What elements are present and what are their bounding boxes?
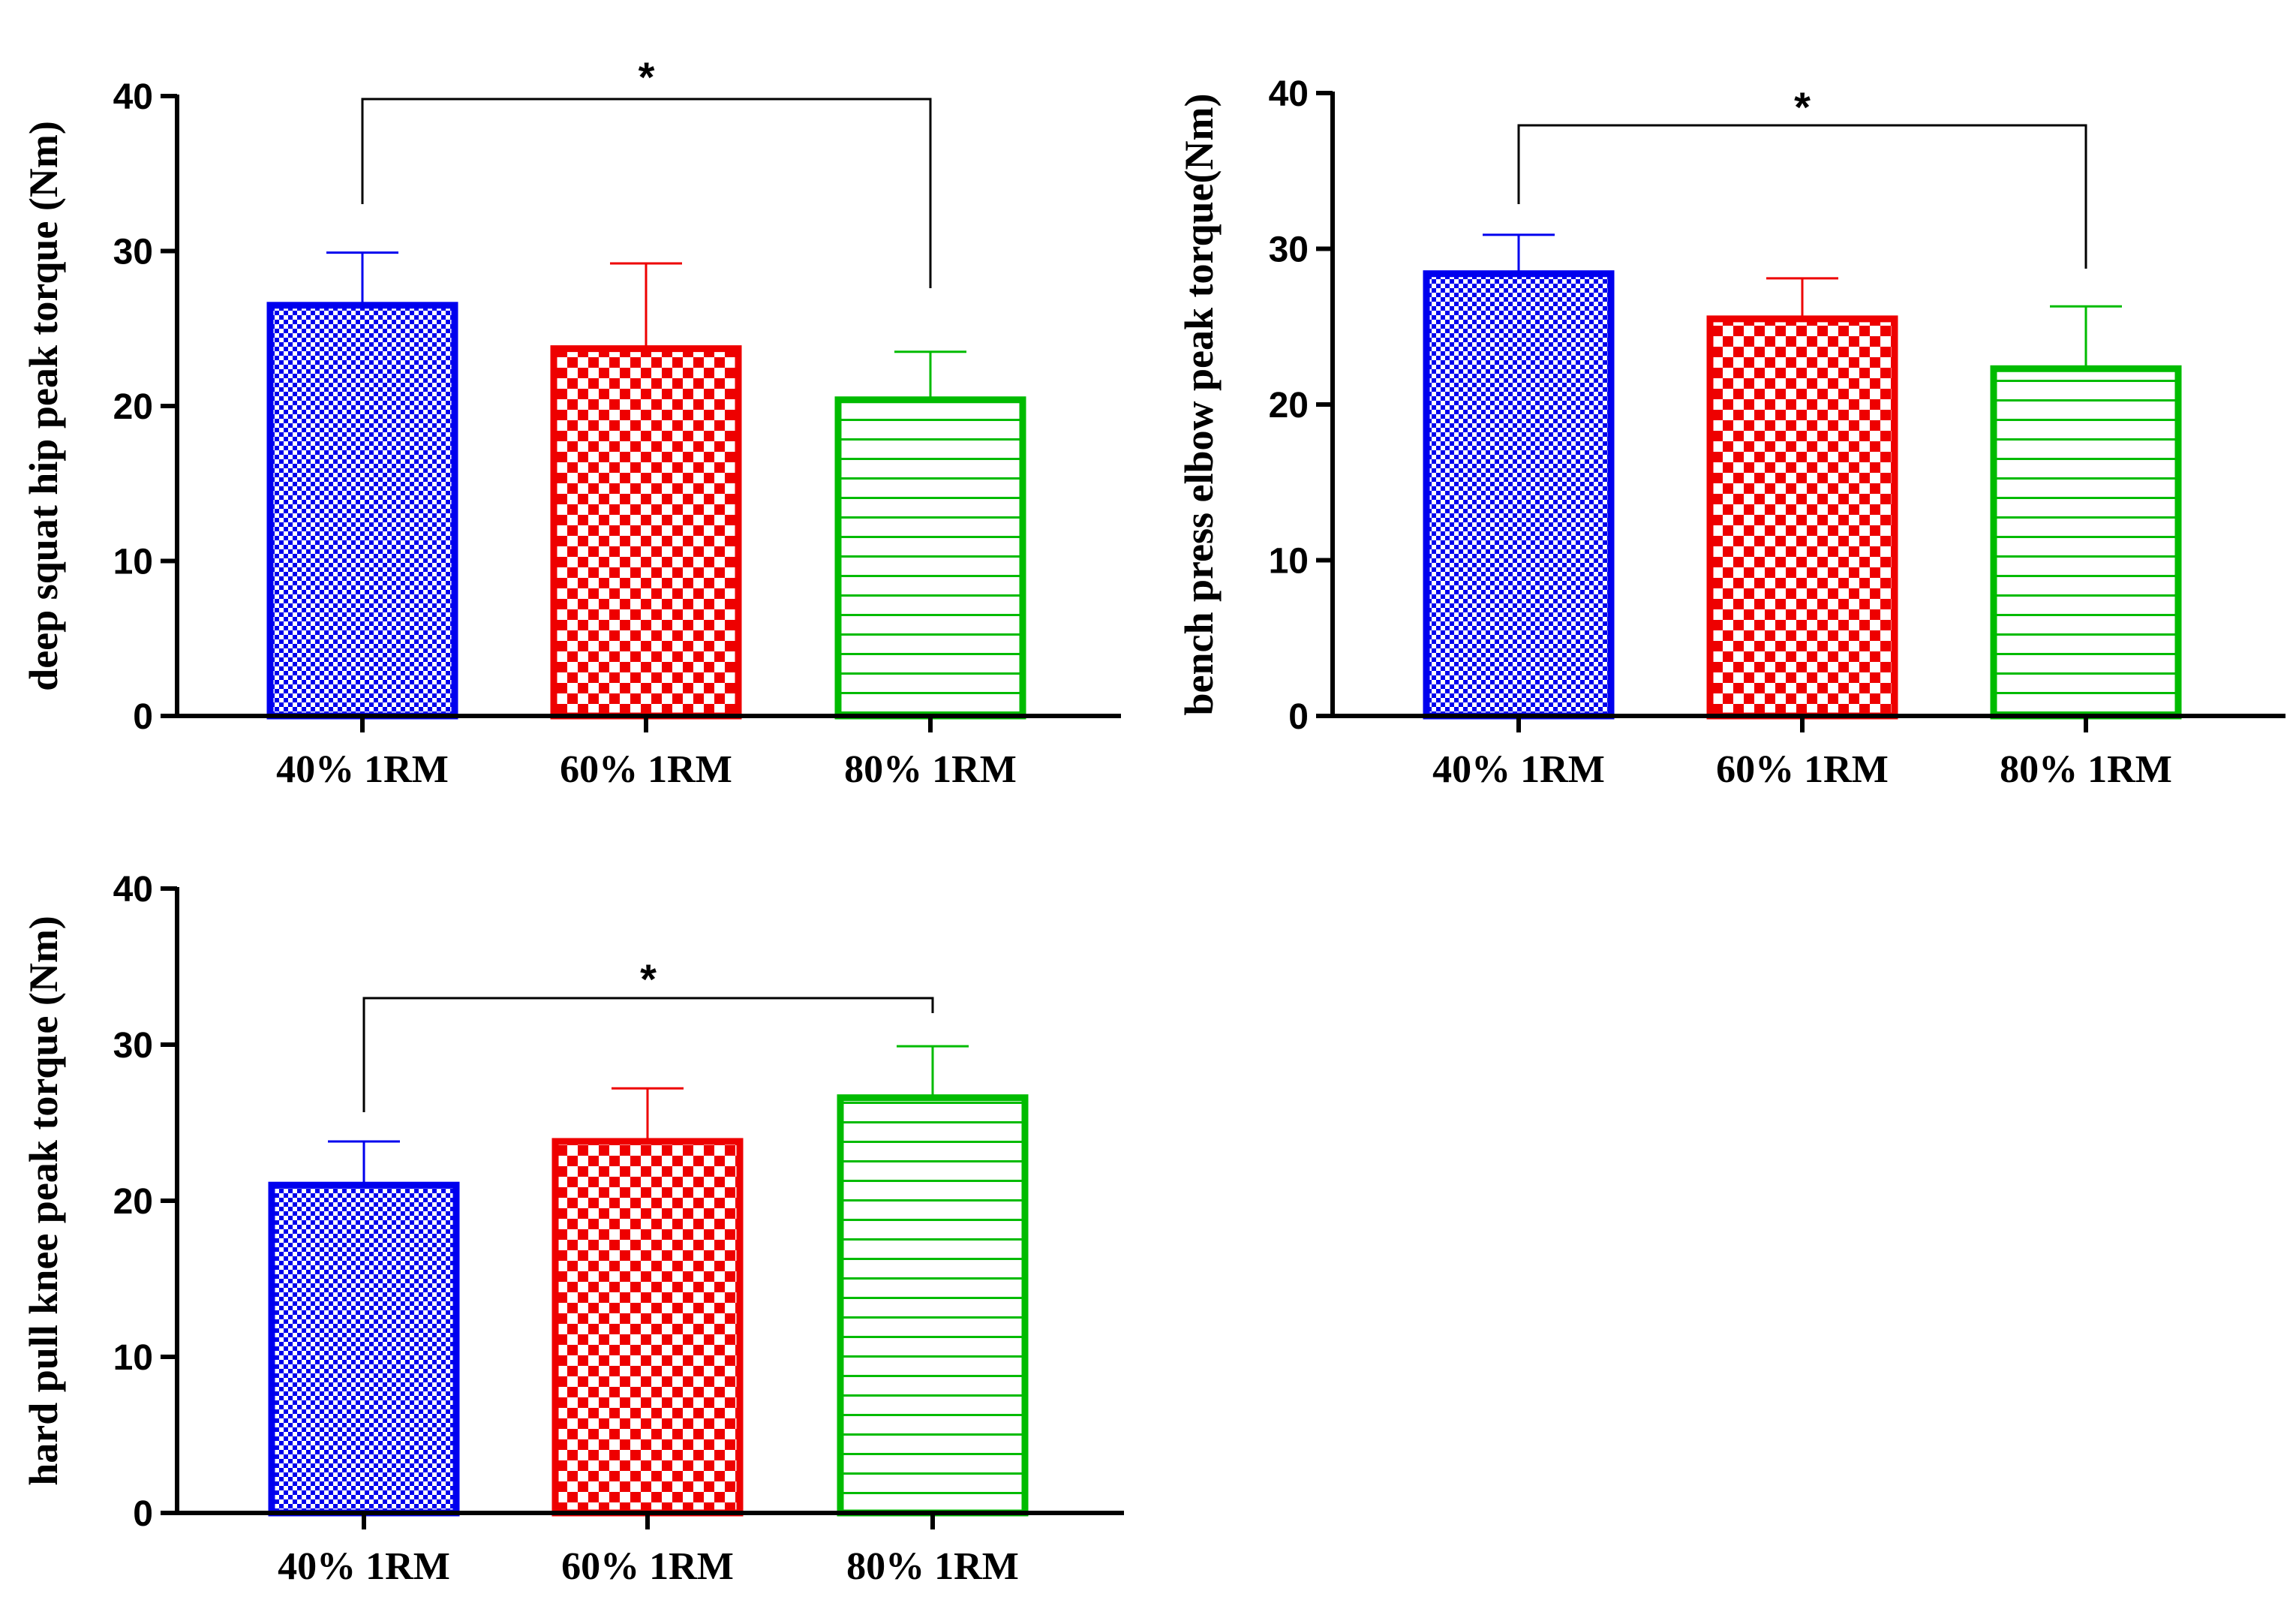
bar	[551, 1138, 744, 1517]
chart-panel-deep-squat: deep squat hip peak torque (Nm) * 0 10 2…	[21, 53, 1121, 791]
x-category-label: 60% 1RM	[561, 1545, 734, 1588]
bar	[1706, 315, 1898, 720]
x-category-label: 80% 1RM	[846, 1545, 1019, 1588]
y-tick-label: 40	[113, 77, 153, 117]
significance-label: *	[640, 955, 657, 1003]
x-category-label: 40% 1RM	[278, 1545, 450, 1588]
significance-bracket	[361, 98, 932, 288]
x-category-label: 60% 1RM	[1716, 748, 1889, 791]
bar	[550, 345, 742, 720]
bar	[1990, 365, 2182, 720]
x-category-label: 80% 1RM	[844, 748, 1017, 791]
y-tick-label: 10	[113, 1338, 153, 1378]
significance-label: *	[1794, 83, 1811, 131]
y-tick-label: 30	[1269, 230, 1309, 270]
bar	[1423, 270, 1615, 720]
y-tick-label: 30	[113, 1026, 153, 1066]
y-tick-label: 10	[113, 543, 153, 582]
y-tick-label: 20	[113, 387, 153, 427]
y-tick-label: 10	[1269, 542, 1309, 582]
y-tick-label: 40	[113, 870, 153, 910]
significance-bracket	[362, 997, 934, 1112]
significance-bracket	[1517, 124, 2087, 269]
significance-label: *	[639, 53, 655, 101]
y-tick-label: 0	[133, 1494, 153, 1534]
y-tick-label: 0	[133, 697, 153, 737]
y-axis-title: bench press elbow peak torque(Nm)	[1177, 93, 1222, 715]
bar	[268, 1181, 460, 1517]
bar	[834, 396, 1026, 720]
chart-panel-hard-pull: hard pull knee peak torque (Nm) * 0 10 2…	[21, 870, 1124, 1588]
bar	[266, 302, 458, 720]
bar	[837, 1094, 1029, 1517]
y-tick-label: 40	[1269, 74, 1309, 114]
y-tick-label: 20	[1269, 386, 1309, 426]
x-category-label: 80% 1RM	[2000, 748, 2172, 791]
y-axis-title: deep squat hip peak torque (Nm)	[21, 121, 66, 691]
x-category-label: 60% 1RM	[560, 748, 732, 791]
x-category-label: 40% 1RM	[276, 748, 449, 791]
y-tick-label: 0	[1288, 697, 1309, 737]
x-category-label: 40% 1RM	[1432, 748, 1605, 791]
chart-panel-bench-press: bench press elbow peak torque(Nm) * 0 10…	[1177, 74, 2285, 791]
y-tick-label: 30	[113, 233, 153, 272]
y-axis-title: hard pull knee peak torque (Nm)	[21, 916, 66, 1486]
y-tick-label: 20	[113, 1182, 153, 1222]
